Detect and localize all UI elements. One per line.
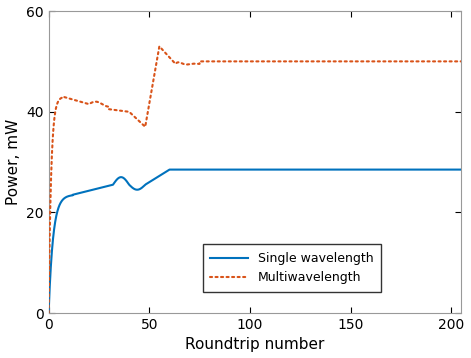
Single wavelength bbox=[406, 168, 412, 172]
Multiwavelength bbox=[222, 59, 227, 63]
Single wavelength bbox=[458, 168, 464, 172]
Single wavelength bbox=[204, 168, 210, 172]
Legend: Single wavelength, Multiwavelength: Single wavelength, Multiwavelength bbox=[203, 245, 381, 292]
Single wavelength bbox=[450, 168, 456, 172]
Multiwavelength bbox=[156, 44, 162, 48]
Single wavelength bbox=[117, 175, 123, 179]
Single wavelength bbox=[167, 168, 172, 172]
Multiwavelength bbox=[204, 59, 210, 63]
Single wavelength bbox=[222, 168, 227, 172]
Line: Multiwavelength: Multiwavelength bbox=[49, 46, 461, 313]
Multiwavelength bbox=[450, 59, 456, 63]
Multiwavelength bbox=[406, 59, 412, 63]
Single wavelength bbox=[46, 311, 51, 315]
X-axis label: Roundtrip number: Roundtrip number bbox=[185, 338, 325, 352]
Line: Single wavelength: Single wavelength bbox=[49, 170, 461, 313]
Multiwavelength bbox=[93, 100, 98, 104]
Multiwavelength bbox=[458, 59, 464, 63]
Single wavelength bbox=[93, 187, 98, 191]
Multiwavelength bbox=[46, 311, 51, 315]
Multiwavelength bbox=[117, 108, 123, 113]
Y-axis label: Power, mW: Power, mW bbox=[6, 119, 21, 205]
